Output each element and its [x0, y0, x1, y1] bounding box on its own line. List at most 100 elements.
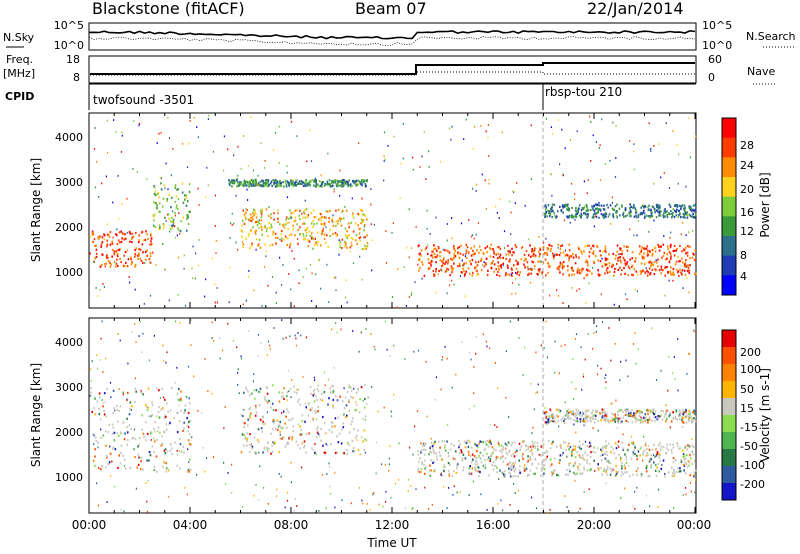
data-cell — [291, 436, 294, 439]
data-cell — [396, 306, 398, 309]
data-cell — [484, 441, 487, 444]
data-cell — [685, 252, 687, 255]
data-cell — [551, 215, 553, 219]
data-cell — [459, 252, 462, 255]
data-cell — [497, 387, 499, 390]
data-cell — [505, 447, 507, 450]
data-cell — [233, 179, 235, 182]
data-cell — [600, 459, 603, 462]
colorbar-segment — [722, 466, 736, 484]
data-cell — [243, 426, 245, 429]
data-cell — [677, 338, 679, 340]
data-cell — [667, 245, 669, 248]
data-cell — [605, 470, 608, 473]
data-cell — [444, 444, 446, 447]
data-cell — [120, 230, 122, 233]
data-cell — [167, 410, 169, 413]
velocity-cb-tick-m100: -100 — [740, 459, 765, 472]
data-cell — [631, 409, 633, 412]
data-cell — [572, 216, 574, 219]
data-cell — [659, 442, 661, 445]
velocity-cb-tick-200: 200 — [740, 346, 761, 359]
data-cell — [597, 259, 599, 262]
data-cell — [113, 119, 115, 121]
data-cell — [275, 236, 277, 239]
data-cell — [605, 450, 608, 453]
data-cell — [196, 126, 198, 129]
data-cell — [509, 258, 511, 261]
data-cell — [688, 415, 690, 418]
data-cell — [361, 248, 364, 251]
data-cell — [177, 188, 179, 191]
data-cell — [647, 419, 649, 422]
data-cell — [498, 478, 500, 480]
data-cell — [660, 245, 662, 248]
data-cell — [410, 484, 412, 487]
data-cell — [202, 447, 204, 449]
data-cell — [291, 417, 294, 420]
data-cell — [350, 244, 353, 247]
data-cell — [605, 250, 607, 253]
data-cell — [168, 423, 171, 426]
data-cell — [685, 421, 687, 424]
data-cell — [513, 470, 516, 473]
data-cell — [350, 502, 352, 505]
data-cell — [186, 430, 189, 433]
freq-right-tick-bottom: 0 — [708, 71, 715, 84]
data-cell — [629, 203, 631, 206]
data-cell — [146, 409, 149, 412]
data-cell — [544, 208, 547, 211]
data-cell — [646, 261, 648, 264]
data-cell — [273, 327, 275, 329]
data-cell — [622, 472, 625, 476]
data-cell — [255, 406, 257, 409]
data-cell — [348, 226, 350, 229]
data-cell — [658, 456, 661, 459]
data-cell — [491, 464, 493, 467]
data-cell — [672, 273, 675, 276]
data-cell — [572, 358, 574, 360]
data-cell — [459, 491, 461, 494]
data-cell — [279, 437, 282, 440]
data-cell — [279, 238, 281, 241]
data-cell — [617, 413, 619, 416]
data-cell — [543, 451, 546, 454]
data-cell — [478, 475, 480, 478]
data-cell — [313, 389, 316, 392]
data-cell — [648, 215, 650, 218]
data-cell — [517, 270, 519, 273]
data-cell — [151, 251, 154, 254]
data-cell — [549, 265, 552, 268]
data-cell — [137, 453, 139, 456]
data-cell — [267, 179, 269, 182]
data-cell — [142, 432, 145, 435]
data-cell — [450, 138, 452, 141]
data-cell — [583, 468, 586, 471]
data-cell — [102, 435, 105, 438]
data-cell — [319, 217, 321, 220]
data-cell — [576, 210, 578, 214]
data-cell — [681, 261, 684, 264]
data-cell — [409, 446, 411, 449]
data-cell — [272, 179, 275, 182]
data-cell — [624, 410, 627, 413]
data-cell — [574, 413, 577, 416]
data-cell — [122, 391, 125, 394]
data-cell — [338, 184, 340, 187]
data-cell — [612, 448, 615, 451]
data-cell — [534, 444, 536, 448]
data-cell — [426, 252, 429, 255]
data-cell — [522, 453, 524, 456]
data-cell — [260, 226, 263, 229]
data-cell — [644, 215, 646, 218]
data-cell — [320, 219, 323, 222]
data-cell — [465, 249, 468, 252]
data-cell — [649, 209, 652, 212]
data-cell — [273, 218, 276, 221]
data-cell — [576, 411, 579, 414]
data-cell — [680, 233, 682, 236]
data-cell — [177, 398, 179, 401]
data-cell — [496, 273, 498, 276]
data-cell — [635, 257, 637, 260]
data-cell — [103, 234, 106, 237]
